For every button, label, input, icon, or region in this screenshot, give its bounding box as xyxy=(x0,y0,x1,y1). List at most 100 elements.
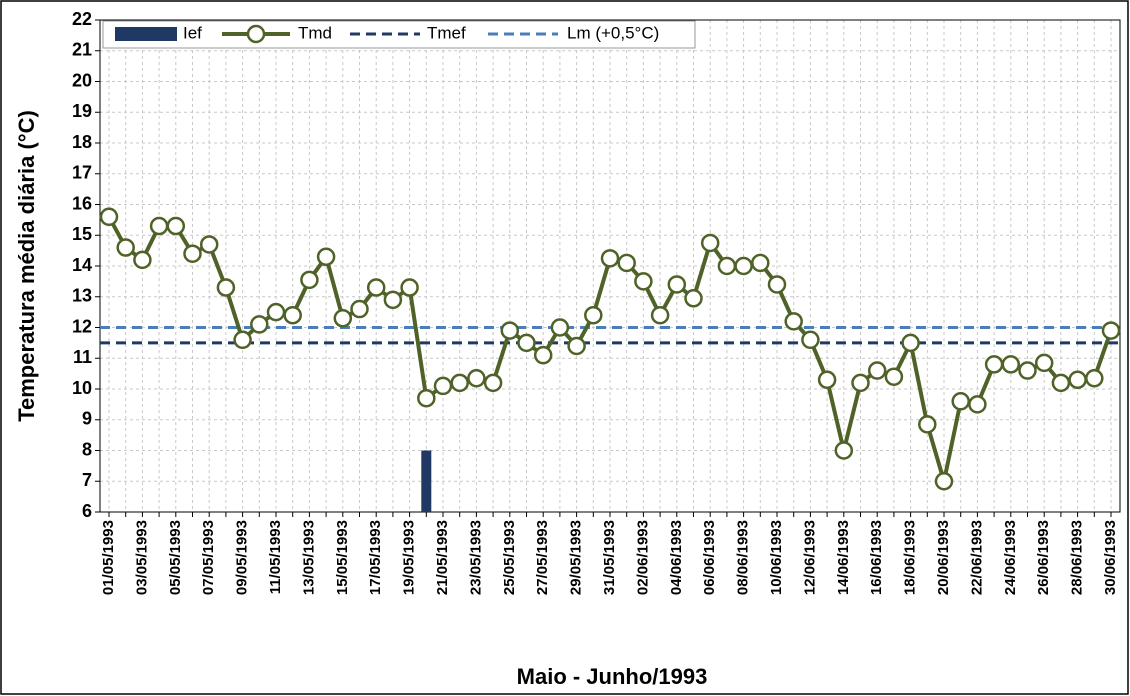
y-tick-label: 16 xyxy=(72,193,92,213)
x-tick-label: 28/06/1993 xyxy=(1069,520,1086,595)
x-axis-label: Maio - Junho/1993 xyxy=(517,664,708,689)
bar xyxy=(421,450,432,512)
x-tick-label: 30/06/1993 xyxy=(1102,520,1119,595)
y-tick-label: 15 xyxy=(72,224,92,244)
x-tick-label: 10/06/1993 xyxy=(768,520,785,595)
data-point xyxy=(233,330,252,350)
data-point xyxy=(350,299,369,319)
data-point xyxy=(250,315,269,334)
data-point xyxy=(584,305,603,325)
x-tick-label: 09/05/1993 xyxy=(234,520,251,595)
y-tick-label: 9 xyxy=(82,409,92,429)
data-point xyxy=(400,278,419,297)
data-point xyxy=(918,415,937,434)
data-point xyxy=(600,249,620,268)
y-tick-label: 11 xyxy=(73,347,92,367)
data-point xyxy=(316,247,336,267)
data-point xyxy=(867,361,887,380)
y-tick-label: 22 xyxy=(72,9,92,29)
data-point xyxy=(1101,321,1121,340)
y-tick-label: 19 xyxy=(72,101,92,121)
x-tick-label: 08/06/1993 xyxy=(735,520,752,595)
data-point xyxy=(801,330,820,350)
x-tick-label: 06/06/1993 xyxy=(701,520,718,595)
data-point xyxy=(951,392,970,411)
x-tick-label: 25/05/1993 xyxy=(501,520,518,595)
x-tick-label: 21/05/1993 xyxy=(434,520,451,595)
data-point xyxy=(634,272,653,291)
x-tick-label: 23/05/1993 xyxy=(467,520,484,595)
x-tick-label: 05/05/1993 xyxy=(167,520,184,595)
data-point xyxy=(1034,353,1054,373)
data-point xyxy=(533,345,553,365)
data-point xyxy=(417,388,436,408)
legend-label: Ief xyxy=(183,23,202,42)
x-tick-label: 07/05/1993 xyxy=(200,520,217,595)
data-point xyxy=(133,250,152,270)
data-point xyxy=(517,333,536,353)
data-point xyxy=(166,216,186,236)
y-tick-label: 18 xyxy=(72,132,92,152)
data-point xyxy=(751,253,770,273)
x-tick-label: 11/05/1993 xyxy=(267,520,284,594)
x-tick-label: 13/05/1993 xyxy=(300,520,317,595)
data-point xyxy=(1018,361,1037,380)
data-point xyxy=(851,373,870,393)
x-tick-label: 22/06/1993 xyxy=(968,520,985,595)
data-point xyxy=(834,441,854,460)
x-tick-label: 03/05/1993 xyxy=(133,520,150,595)
legend-swatch xyxy=(115,27,177,41)
data-point xyxy=(1085,368,1104,388)
data-point xyxy=(500,321,520,340)
legend-label: Lm (+0,5°C) xyxy=(567,23,659,42)
data-point xyxy=(283,305,302,325)
data-point xyxy=(717,256,737,276)
x-tick-label: 16/06/1993 xyxy=(868,520,885,595)
data-point xyxy=(984,355,1004,374)
x-tick-label: 14/06/1993 xyxy=(835,520,852,595)
y-tick-label: 12 xyxy=(72,316,92,336)
data-point xyxy=(1051,373,1071,393)
legend-label: Tmd xyxy=(298,23,332,42)
data-point xyxy=(901,333,920,353)
data-point xyxy=(567,336,586,356)
data-point xyxy=(383,290,403,310)
x-tick-label: 20/06/1993 xyxy=(935,520,952,595)
x-tick-label: 31/05/1993 xyxy=(601,520,618,595)
data-point xyxy=(767,275,787,294)
x-tick-label: 29/05/1993 xyxy=(568,520,585,595)
x-tick-label: 27/05/1993 xyxy=(534,520,551,595)
y-tick-label: 14 xyxy=(72,255,92,275)
data-point xyxy=(617,253,636,273)
legend-label: Tmef xyxy=(427,23,466,42)
data-point xyxy=(183,244,202,263)
x-tick-label: 24/06/1993 xyxy=(1002,520,1019,595)
y-axis-label: Temperatura média diária (°C) xyxy=(14,110,39,422)
x-tick-label: 19/05/1993 xyxy=(401,520,418,595)
y-tick-label: 8 xyxy=(82,439,92,459)
legend-marker xyxy=(246,24,266,44)
data-point xyxy=(817,370,837,390)
data-point xyxy=(667,275,687,294)
data-point xyxy=(199,235,219,254)
data-point xyxy=(300,270,319,290)
y-tick-label: 7 xyxy=(82,470,92,490)
data-point xyxy=(934,472,954,491)
data-point xyxy=(650,305,670,325)
data-point xyxy=(149,216,169,236)
data-point xyxy=(1001,355,1021,374)
y-tick-label: 21 xyxy=(72,40,92,60)
x-tick-label: 12/06/1993 xyxy=(801,520,818,595)
data-point xyxy=(450,373,469,393)
data-point xyxy=(968,395,987,414)
x-tick-label: 04/06/1993 xyxy=(668,520,685,595)
data-point xyxy=(99,207,119,227)
y-tick-label: 13 xyxy=(72,286,92,306)
data-point xyxy=(550,318,570,337)
x-tick-label: 02/06/1993 xyxy=(634,520,651,595)
data-point xyxy=(700,233,720,253)
data-point xyxy=(684,289,703,308)
data-point xyxy=(483,373,503,393)
